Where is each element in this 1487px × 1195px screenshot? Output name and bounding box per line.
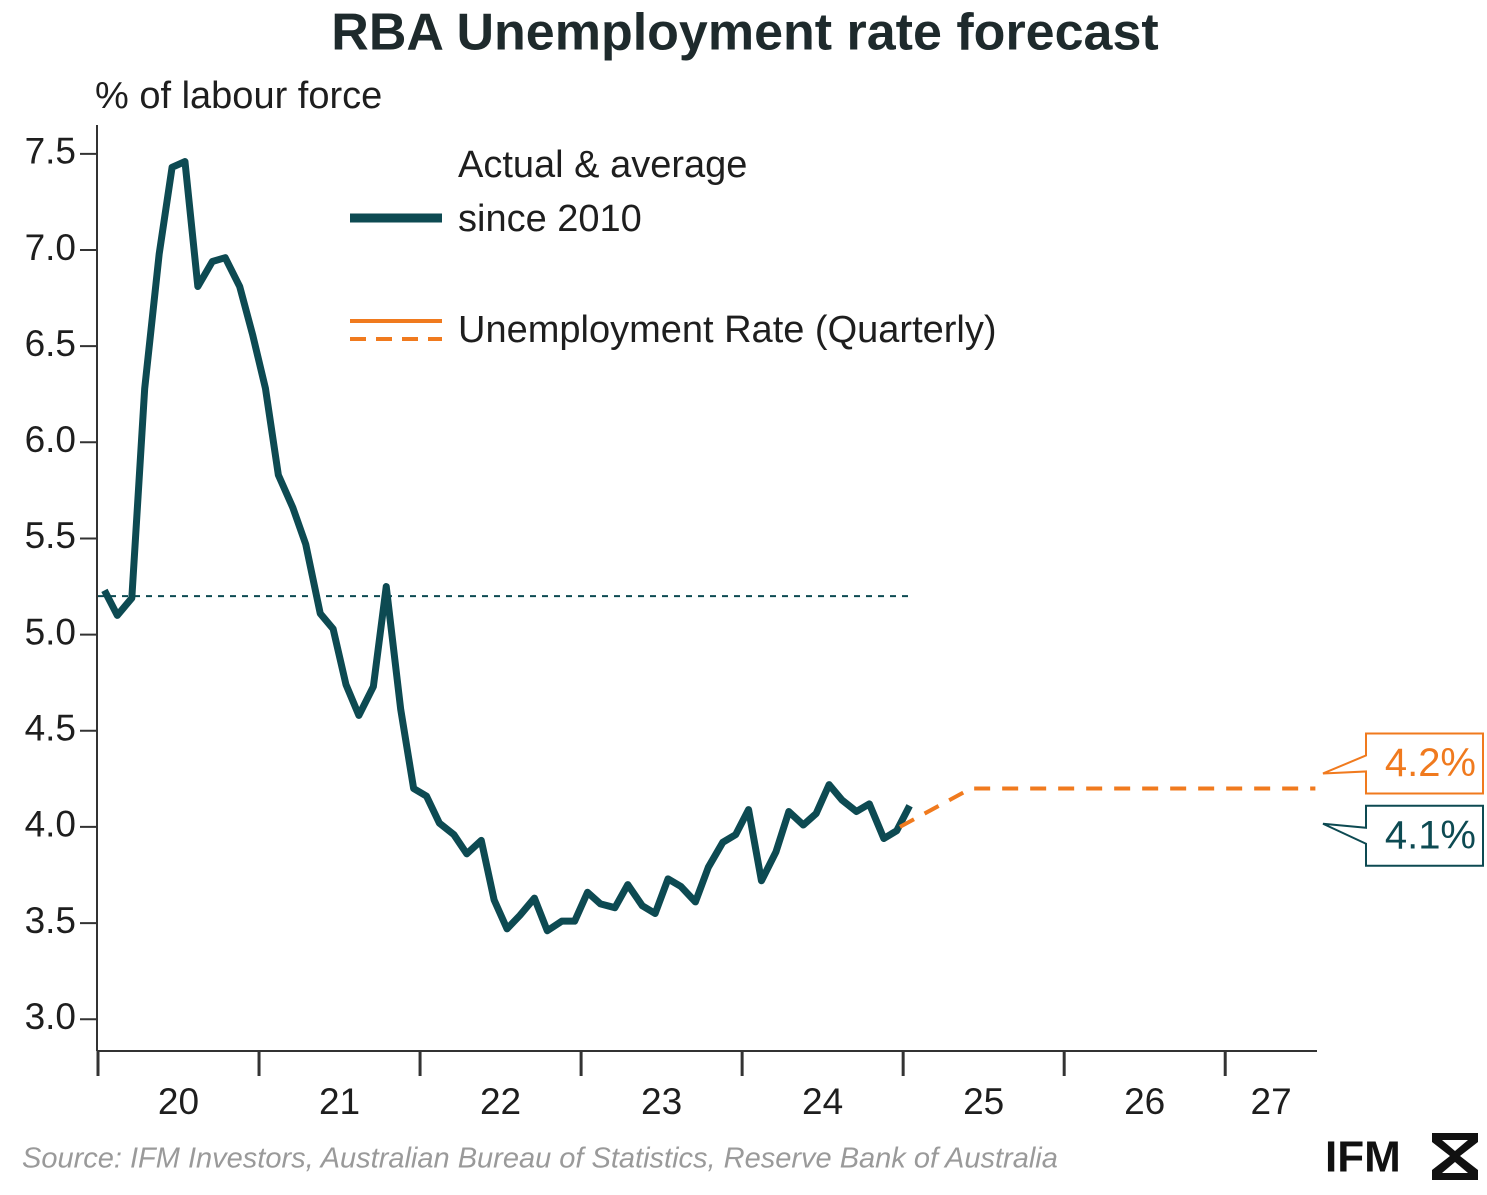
x-tick-label: 22	[480, 1081, 521, 1122]
y-tick-label: 5.0	[25, 611, 76, 652]
x-tick-label: 21	[319, 1081, 360, 1122]
x-tick-label: 27	[1251, 1081, 1292, 1122]
series-line	[898, 786, 1316, 829]
x-tick-label: 23	[641, 1081, 682, 1122]
chart-title: RBA Unemployment rate forecast	[331, 4, 1158, 62]
logo: IFM	[1325, 1133, 1401, 1182]
y-tick-label: 4.5	[25, 708, 76, 749]
y-tick-label: 3.0	[25, 996, 76, 1037]
y-axis-label: % of labour force	[95, 75, 382, 117]
y-tick-label: 4.0	[25, 804, 76, 845]
y-tick-label: 3.5	[25, 900, 76, 941]
logo-icon	[1432, 1133, 1478, 1180]
callout-label: 4.1%	[1385, 813, 1476, 857]
y-tick-label: 6.5	[25, 323, 76, 364]
x-tick-label: 26	[1124, 1081, 1165, 1122]
x-tick-label: 20	[158, 1081, 199, 1122]
y-tick-label: 7.0	[25, 227, 76, 268]
source: Source: IFM Investors, Australian Bureau…	[22, 1143, 1058, 1175]
callout-box	[1322, 804, 1484, 867]
callout-box	[1322, 732, 1484, 795]
y-tick-label: 6.0	[25, 419, 76, 460]
y-tick-label: 5.5	[25, 515, 76, 556]
legend-label: Actual & average since 2010	[458, 144, 748, 240]
legend-label: Unemployment Rate (Quarterly)	[458, 309, 997, 351]
x-tick-label: 24	[802, 1081, 843, 1122]
callout-label: 4.2%	[1385, 741, 1476, 785]
series-line	[101, 158, 913, 935]
y-tick-label: 7.5	[25, 131, 76, 172]
x-tick-label: 25	[963, 1081, 1004, 1122]
